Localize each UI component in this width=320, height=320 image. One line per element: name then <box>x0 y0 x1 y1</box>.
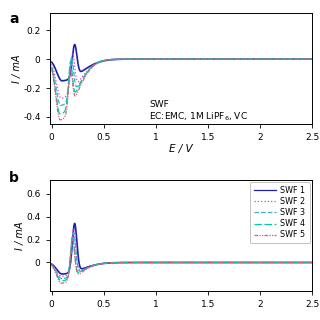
X-axis label: E / V: E / V <box>169 144 193 154</box>
Text: a: a <box>9 12 19 26</box>
Y-axis label: I / mA: I / mA <box>15 221 25 250</box>
Legend: SWF 1, SWF 2, SWF 3, SWF 4, SWF 5: SWF 1, SWF 2, SWF 3, SWF 4, SWF 5 <box>250 182 309 244</box>
Text: SWF
EC:EMC, 1M LiPF$_6$, VC: SWF EC:EMC, 1M LiPF$_6$, VC <box>149 100 248 123</box>
Text: b: b <box>9 171 19 185</box>
Y-axis label: I / mA: I / mA <box>12 54 22 83</box>
